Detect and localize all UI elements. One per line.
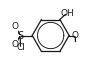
Text: Cl: Cl (16, 43, 25, 52)
Text: O: O (72, 31, 79, 40)
Text: O: O (12, 22, 19, 31)
Text: OH: OH (60, 9, 74, 18)
Text: S: S (17, 31, 23, 40)
Text: O: O (12, 40, 19, 49)
